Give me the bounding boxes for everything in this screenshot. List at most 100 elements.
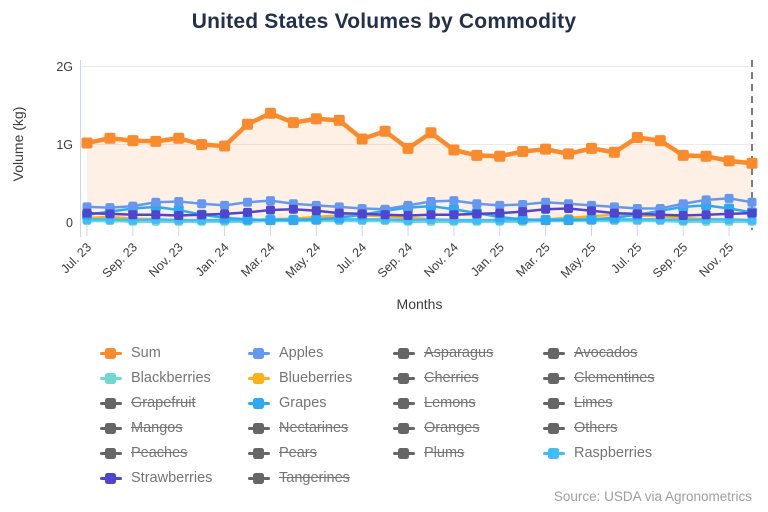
data-point-marker[interactable] bbox=[494, 150, 506, 162]
legend-item-nectarines[interactable]: Nectarines bbox=[248, 416, 393, 441]
data-point-marker[interactable] bbox=[174, 196, 184, 206]
data-point-marker[interactable] bbox=[243, 207, 253, 217]
data-point-marker[interactable] bbox=[654, 135, 666, 147]
data-point-marker[interactable] bbox=[402, 142, 414, 154]
data-point-marker[interactable] bbox=[151, 210, 161, 220]
legend-item-others[interactable]: Others bbox=[543, 416, 698, 441]
data-point-marker[interactable] bbox=[426, 196, 436, 206]
data-point-marker[interactable] bbox=[540, 143, 552, 155]
legend-item-limes[interactable]: Limes bbox=[543, 391, 698, 416]
data-point-marker[interactable] bbox=[746, 157, 758, 169]
data-point-marker[interactable] bbox=[334, 208, 344, 218]
data-point-marker[interactable] bbox=[197, 199, 207, 209]
data-point-marker[interactable] bbox=[357, 209, 367, 219]
series-sum[interactable] bbox=[81, 107, 758, 169]
data-point-marker[interactable] bbox=[541, 197, 551, 207]
data-point-marker[interactable] bbox=[471, 149, 483, 161]
data-point-marker[interactable] bbox=[585, 142, 597, 154]
data-point-marker[interactable] bbox=[518, 200, 528, 210]
legend-item-grapefruit[interactable]: Grapefruit bbox=[100, 391, 248, 416]
data-point-marker[interactable] bbox=[81, 137, 93, 149]
data-point-marker[interactable] bbox=[403, 210, 413, 220]
data-point-marker[interactable] bbox=[608, 146, 620, 158]
data-point-marker[interactable] bbox=[82, 208, 92, 218]
data-point-marker[interactable] bbox=[311, 206, 321, 216]
data-point-marker[interactable] bbox=[242, 214, 253, 225]
data-point-marker[interactable] bbox=[287, 117, 299, 129]
data-point-marker[interactable] bbox=[151, 197, 161, 207]
legend-item-mangos[interactable]: Mangos bbox=[100, 416, 248, 441]
legend-item-peaches[interactable]: Peaches bbox=[100, 441, 248, 466]
data-point-marker[interactable] bbox=[380, 210, 390, 220]
legend-item-asparagus[interactable]: Asparagus bbox=[393, 341, 543, 366]
data-point-marker[interactable] bbox=[150, 135, 162, 147]
data-point-marker[interactable] bbox=[174, 210, 184, 220]
data-point-marker[interactable] bbox=[724, 193, 734, 203]
legend-item-plums[interactable]: Plums bbox=[393, 441, 543, 466]
data-point-marker[interactable] bbox=[724, 209, 734, 219]
data-point-marker[interactable] bbox=[288, 204, 298, 214]
data-point-marker[interactable] bbox=[265, 196, 275, 206]
data-point-marker[interactable] bbox=[243, 197, 253, 207]
data-point-marker[interactable] bbox=[747, 197, 757, 207]
data-point-marker[interactable] bbox=[586, 214, 597, 225]
data-point-marker[interactable] bbox=[288, 215, 299, 226]
legend-item-oranges[interactable]: Oranges bbox=[393, 416, 543, 441]
data-point-marker[interactable] bbox=[723, 155, 735, 167]
data-point-marker[interactable] bbox=[541, 204, 551, 214]
legend-item-blackberries[interactable]: Blackberries bbox=[100, 366, 248, 391]
legend-item-pears[interactable]: Pears bbox=[248, 441, 393, 466]
data-point-marker[interactable] bbox=[678, 199, 688, 209]
legend-item-sum[interactable]: Sum bbox=[100, 341, 248, 366]
data-point-marker[interactable] bbox=[128, 201, 138, 211]
data-point-marker[interactable] bbox=[449, 210, 459, 220]
data-point-marker[interactable] bbox=[426, 210, 436, 220]
legend-item-apples[interactable]: Apples bbox=[248, 341, 393, 366]
data-point-marker[interactable] bbox=[495, 208, 505, 218]
legend-item-tangerines[interactable]: Tangerines bbox=[248, 466, 393, 491]
data-point-marker[interactable] bbox=[105, 209, 115, 219]
data-point-marker[interactable] bbox=[701, 195, 711, 205]
legend-item-cherries[interactable]: Cherries bbox=[393, 366, 543, 391]
data-point-marker[interactable] bbox=[747, 208, 757, 218]
legend-item-avocados[interactable]: Avocados bbox=[543, 341, 698, 366]
data-point-marker[interactable] bbox=[219, 140, 231, 152]
data-point-marker[interactable] bbox=[265, 205, 275, 215]
data-point-marker[interactable] bbox=[311, 214, 322, 225]
data-point-marker[interactable] bbox=[356, 133, 368, 145]
series-strawberries[interactable] bbox=[82, 203, 757, 220]
data-point-marker[interactable] bbox=[310, 113, 322, 125]
data-point-marker[interactable] bbox=[700, 150, 712, 162]
data-point-marker[interactable] bbox=[632, 209, 642, 219]
data-point-marker[interactable] bbox=[747, 215, 757, 225]
data-point-marker[interactable] bbox=[678, 210, 688, 220]
data-point-marker[interactable] bbox=[540, 215, 551, 226]
data-point-marker[interactable] bbox=[609, 208, 619, 218]
data-point-marker[interactable] bbox=[242, 118, 254, 130]
data-point-marker[interactable] bbox=[173, 132, 185, 144]
data-point-marker[interactable] bbox=[517, 214, 528, 225]
data-point-marker[interactable] bbox=[472, 209, 482, 219]
data-point-marker[interactable] bbox=[701, 210, 711, 220]
legend-item-clementines[interactable]: Clementines bbox=[543, 366, 698, 391]
legend-item-raspberries[interactable]: Raspberries bbox=[543, 441, 698, 466]
legend-item-strawberries[interactable]: Strawberries bbox=[100, 466, 248, 491]
data-point-marker[interactable] bbox=[448, 144, 460, 156]
data-point-marker[interactable] bbox=[518, 207, 528, 217]
data-point-marker[interactable] bbox=[631, 131, 643, 143]
data-point-marker[interactable] bbox=[128, 210, 138, 220]
data-point-marker[interactable] bbox=[196, 139, 208, 150]
data-point-marker[interactable] bbox=[403, 200, 413, 210]
data-point-marker[interactable] bbox=[449, 196, 459, 206]
data-point-marker[interactable] bbox=[265, 215, 276, 226]
data-point-marker[interactable] bbox=[264, 107, 276, 119]
data-point-marker[interactable] bbox=[563, 148, 575, 160]
legend-item-blueberries[interactable]: Blueberries bbox=[248, 366, 393, 391]
data-point-marker[interactable] bbox=[220, 200, 230, 210]
data-point-marker[interactable] bbox=[563, 215, 574, 226]
data-point-marker[interactable] bbox=[495, 200, 505, 210]
data-point-marker[interactable] bbox=[333, 114, 345, 126]
legend-item-lemons[interactable]: Lemons bbox=[393, 391, 543, 416]
data-point-marker[interactable] bbox=[197, 210, 207, 220]
